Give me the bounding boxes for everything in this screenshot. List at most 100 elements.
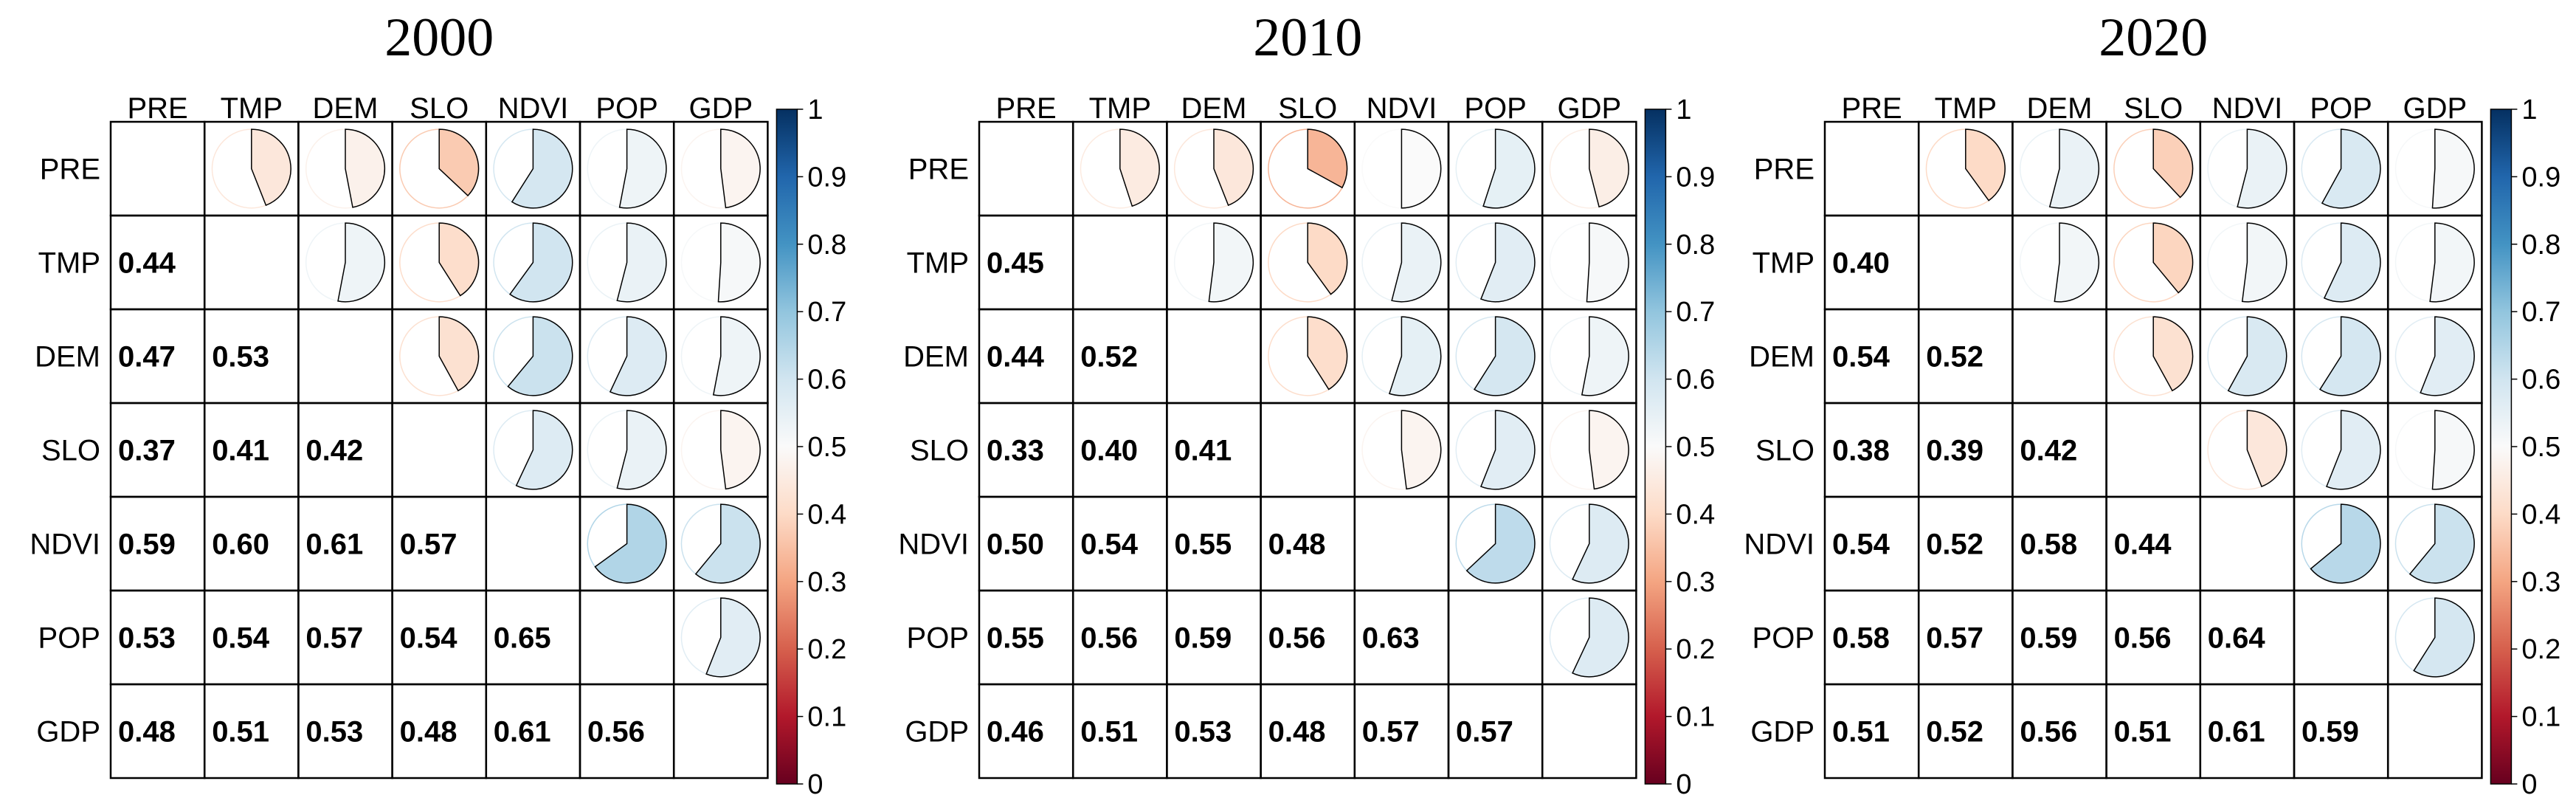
colorbar-tick-label: 0.7 bbox=[2521, 297, 2561, 328]
coefficient-label: 0.59 bbox=[1174, 622, 1232, 655]
pie-wedge bbox=[2152, 128, 2194, 199]
row-label: NDVI bbox=[30, 529, 100, 561]
matrix-cell bbox=[1166, 308, 1262, 405]
pie-wedge bbox=[1589, 410, 1629, 490]
colorbar-tick-label: 0.3 bbox=[2521, 567, 2561, 598]
pie-wedge bbox=[337, 222, 386, 303]
coefficient-label: 0.50 bbox=[987, 529, 1044, 561]
row-label: TMP bbox=[38, 247, 100, 280]
matrix-cell bbox=[2293, 589, 2389, 686]
pie-wedge bbox=[2048, 128, 2100, 209]
matrix-cell bbox=[1071, 214, 1168, 311]
pie-wedge bbox=[1586, 222, 1629, 303]
column-label: NDVI bbox=[498, 92, 569, 125]
pie-wedge bbox=[2413, 597, 2475, 678]
matrix-cell bbox=[672, 683, 769, 780]
row-label: POP bbox=[907, 622, 969, 655]
colorbar-tick-label: 0.4 bbox=[1676, 499, 1715, 530]
coefficient-label: 0.51 bbox=[1080, 716, 1138, 749]
pie-wedge bbox=[1479, 410, 1536, 490]
coefficient-label: 0.44 bbox=[987, 341, 1045, 374]
column-label: SLO bbox=[410, 92, 469, 125]
colorbar-tick-label: 0 bbox=[1676, 769, 1691, 800]
pie-wedge bbox=[1572, 503, 1629, 584]
pie-wedge bbox=[1391, 222, 1442, 303]
coefficient-label: 0.54 bbox=[1832, 529, 1890, 561]
coefficient-label: 0.54 bbox=[1832, 341, 1890, 374]
column-label: PRE bbox=[1841, 92, 1902, 125]
pie-wedge bbox=[2310, 503, 2381, 584]
coefficient-label: 0.48 bbox=[400, 716, 457, 749]
pie-wedge bbox=[1965, 128, 2006, 202]
row-label: GDP bbox=[1750, 716, 1814, 749]
pie-wedge bbox=[2321, 128, 2381, 209]
pie-wedge bbox=[1401, 410, 1442, 490]
pie-wedge bbox=[1307, 316, 1348, 390]
pie-wedge bbox=[251, 128, 291, 207]
coefficient-label: 0.52 bbox=[1926, 529, 1983, 561]
coefficient-label: 0.61 bbox=[2208, 716, 2265, 749]
column-label: GDP bbox=[2403, 92, 2467, 125]
pie-wedge bbox=[1473, 316, 1536, 396]
column-label: PRE bbox=[127, 92, 187, 125]
pie-wedge bbox=[1208, 222, 1254, 303]
pie-wedge bbox=[2325, 410, 2381, 490]
coefficient-label: 0.58 bbox=[2020, 529, 2077, 561]
pie-wedge bbox=[1388, 316, 1442, 396]
colorbar-tick-label: 0.3 bbox=[1676, 567, 1715, 598]
coefficient-label: 0.33 bbox=[987, 435, 1044, 467]
pie-wedge bbox=[705, 597, 761, 678]
pie-wedge bbox=[2420, 316, 2475, 396]
coefficient-label: 0.57 bbox=[1362, 716, 1420, 749]
column-label: TMP bbox=[1089, 92, 1151, 125]
colorbar-tick-label: 0.2 bbox=[1676, 634, 1715, 665]
colorbar-tick-label: 0.1 bbox=[2521, 702, 2561, 733]
coefficient-label: 0.53 bbox=[212, 341, 269, 374]
row-label: DEM bbox=[35, 341, 100, 374]
matrix-cell bbox=[2105, 402, 2202, 498]
matrix-cell bbox=[579, 589, 675, 686]
coefficient-label: 0.53 bbox=[1174, 716, 1232, 749]
coefficient-label: 0.48 bbox=[118, 716, 176, 749]
coefficient-label: 0.44 bbox=[118, 247, 176, 280]
coefficient-label: 0.38 bbox=[1832, 435, 1890, 467]
pie-wedge bbox=[2431, 128, 2475, 209]
pie-wedge bbox=[594, 503, 667, 584]
panel-2000: 2000 PRE TMP DEM SLO NDVI POP GDP PRE TMP DEM SLO ND… bbox=[30, 7, 846, 800]
colorbar-tick-label: 1 bbox=[807, 94, 823, 125]
matrix-cell bbox=[485, 495, 581, 592]
pie-wedge bbox=[515, 410, 573, 490]
column-label: DEM bbox=[313, 92, 379, 125]
colorbar-tick-label: 0.4 bbox=[2521, 499, 2561, 530]
coefficient-label: 0.51 bbox=[1832, 716, 1890, 749]
coefficient-label: 0.41 bbox=[1174, 435, 1232, 467]
pie-wedge bbox=[508, 222, 573, 303]
pie-wedge bbox=[1213, 128, 1254, 207]
matrix-cell bbox=[1823, 120, 1920, 217]
row-label: POP bbox=[38, 622, 100, 655]
row-label: TMP bbox=[1753, 247, 1814, 280]
coefficient-label: 0.46 bbox=[987, 716, 1044, 749]
coefficient-label: 0.52 bbox=[1080, 341, 1138, 374]
coefficient-label: 0.59 bbox=[118, 529, 176, 561]
coefficient-label: 0.48 bbox=[1268, 716, 1326, 749]
coefficient-label: 0.57 bbox=[400, 529, 457, 561]
matrix-cell bbox=[109, 120, 206, 217]
pie-wedge bbox=[720, 410, 761, 490]
pie-wedge bbox=[2237, 128, 2287, 209]
row-label: PRE bbox=[1754, 154, 1814, 186]
panel-2020: 2020 PRE TMP DEM SLO NDVI POP GDP PRE TMP DEM SLO ND… bbox=[1744, 7, 2561, 800]
colorbar-tick-label: 0 bbox=[2521, 769, 2537, 800]
pie-wedge bbox=[2054, 222, 2100, 303]
pie-wedge bbox=[2152, 316, 2194, 392]
coefficient-label: 0.53 bbox=[118, 622, 176, 655]
pie-wedge bbox=[712, 316, 761, 396]
pie-wedge bbox=[1581, 316, 1629, 396]
colorbar-tick-label: 0.5 bbox=[2521, 432, 2561, 463]
colorbar bbox=[1644, 109, 1667, 785]
coefficient-label: 0.54 bbox=[400, 622, 458, 655]
pie-wedge bbox=[2318, 316, 2381, 396]
matrix-cell bbox=[2012, 308, 2107, 405]
pie-wedge bbox=[1119, 128, 1160, 207]
pie-wedge bbox=[2408, 503, 2475, 584]
